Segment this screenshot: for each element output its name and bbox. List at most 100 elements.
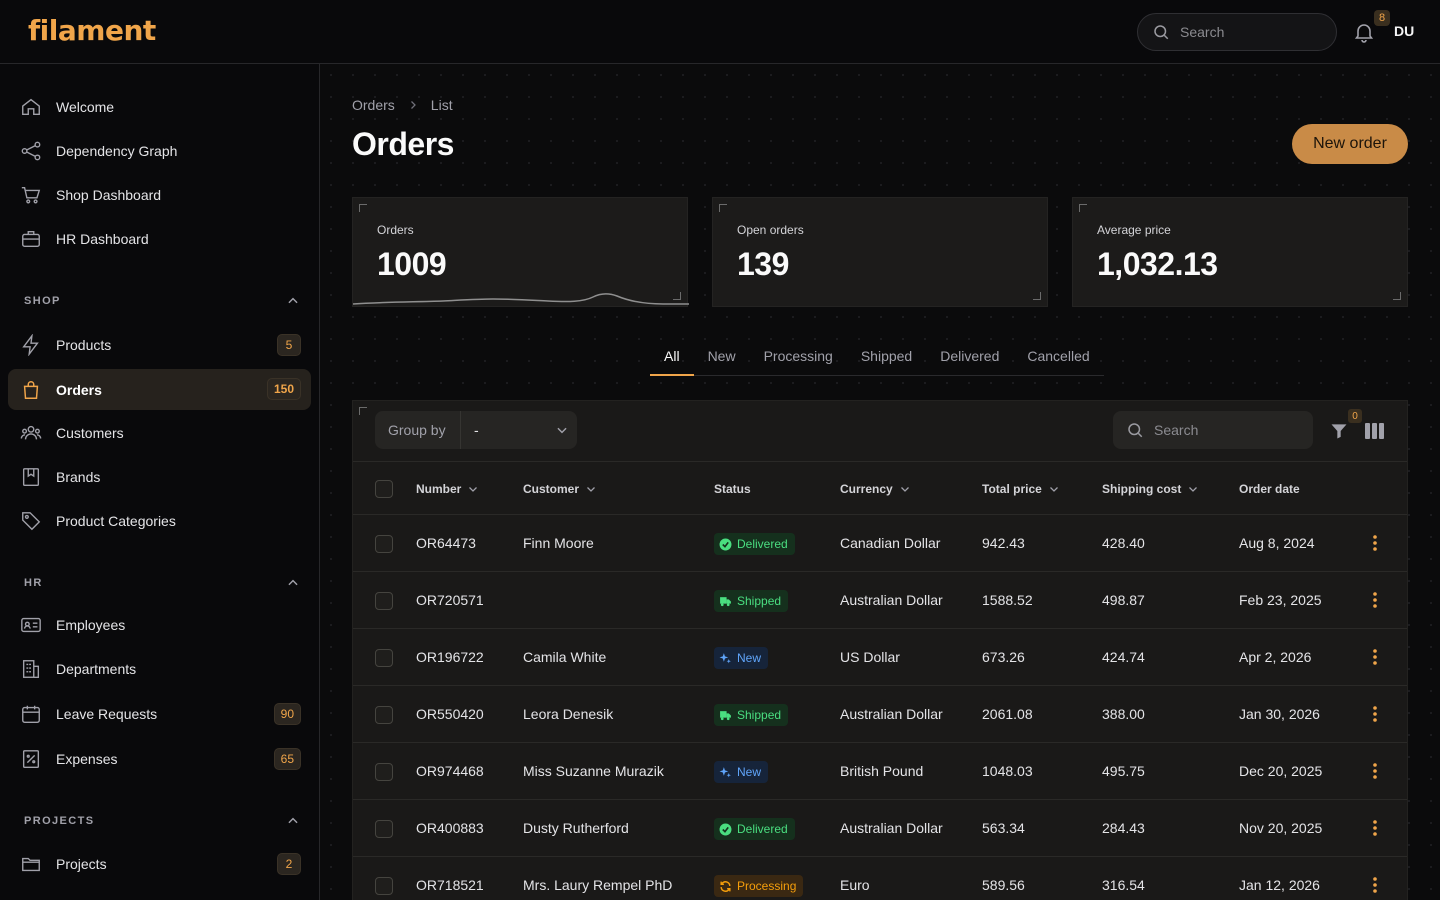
shipping-cost: 424.74 — [1102, 649, 1145, 665]
status-label: Shipped — [737, 594, 782, 608]
sidebar-item-hr-dashboard[interactable]: HR Dashboard — [8, 219, 311, 259]
shipping-cost: 495.75 — [1102, 763, 1145, 779]
status-badge: Processing — [714, 875, 804, 897]
sidebar-item-products[interactable]: Products 5 — [8, 325, 311, 365]
row-checkbox[interactable] — [375, 706, 393, 724]
order-date: Aug 8, 2024 — [1239, 535, 1315, 551]
sidebar-item-shop-dashboard[interactable]: Shop Dashboard — [8, 175, 311, 215]
sidebar-item-brands[interactable]: Brands — [8, 457, 311, 497]
corner-decoration — [673, 292, 681, 300]
table-search-input[interactable] — [1154, 422, 1294, 438]
sidebar-item-label: Dependency Graph — [56, 143, 178, 159]
currency: Australian Dollar — [840, 592, 943, 608]
tab-processing[interactable]: Processing — [763, 348, 833, 364]
more-vertical-icon[interactable] — [1373, 762, 1377, 780]
column-total-price[interactable]: Total price — [982, 482, 1060, 496]
sidebar-item-label: HR Dashboard — [56, 231, 149, 247]
row-checkbox[interactable] — [375, 649, 393, 667]
order-number: OR196722 — [416, 649, 484, 665]
tab-new[interactable]: New — [707, 348, 736, 364]
tab-shipped[interactable]: Shipped — [860, 348, 913, 364]
column-number[interactable]: Number — [416, 482, 479, 496]
chevron-up-icon[interactable] — [286, 294, 300, 308]
users-icon — [20, 422, 42, 444]
more-vertical-icon[interactable] — [1373, 705, 1377, 723]
order-number: OR400883 — [416, 820, 484, 836]
chevron-down-icon[interactable] — [547, 423, 577, 437]
chevron-up-icon[interactable] — [286, 576, 300, 590]
user-avatar[interactable]: DU — [1394, 23, 1415, 39]
chevron-up-icon[interactable] — [286, 814, 300, 828]
table-row[interactable]: OR974468 Miss Suzanne Murazik New British P… — [353, 743, 1407, 800]
table-row[interactable]: OR196722 Camila White New US Dollar 673.26 42… — [353, 629, 1407, 686]
table-row[interactable]: OR718521 Mrs. Laury Rempel PhD Processing E… — [353, 857, 1407, 900]
sidebar-item-label: Departments — [56, 661, 137, 677]
app-logo[interactable]: filament — [28, 14, 156, 47]
filter-icon[interactable] — [1329, 421, 1349, 441]
sidebar-item-dependency-graph[interactable]: Dependency Graph — [8, 131, 311, 171]
column-currency[interactable]: Currency — [840, 482, 911, 496]
row-checkbox[interactable] — [375, 592, 393, 610]
table-row[interactable]: OR64473 Finn Moore Delivered Canadian Dolla… — [353, 515, 1407, 572]
truck-icon — [720, 710, 731, 720]
row-checkbox[interactable] — [375, 877, 393, 895]
sidebar-item-departments[interactable]: Departments — [8, 649, 311, 689]
total-price: 1048.03 — [982, 763, 1033, 779]
sidebar-item-expenses[interactable]: Expenses 65 — [8, 739, 311, 779]
corner-decoration — [1033, 292, 1041, 300]
select-all-checkbox[interactable] — [375, 480, 393, 498]
count-badge: 150 — [266, 378, 301, 400]
row-checkbox[interactable] — [375, 535, 393, 553]
sidebar-item-employees[interactable]: Employees — [8, 605, 311, 645]
order-number: OR718521 — [416, 877, 484, 893]
sidebar-group-hr[interactable]: HR — [24, 573, 300, 593]
sidebar-group-label: HR — [24, 577, 43, 589]
sidebar-group-shop[interactable]: SHOP — [24, 291, 300, 311]
columns-icon[interactable] — [1365, 422, 1385, 440]
chevron-down-icon — [587, 487, 595, 492]
sidebar-item-orders[interactable]: Orders 150 — [8, 369, 311, 410]
stat-card-orders: Orders 1009 — [352, 197, 689, 307]
table-row[interactable]: OR720571 Shipped Australian Dollar 1588.52 4… — [353, 572, 1407, 629]
total-price: 673.26 — [982, 649, 1025, 665]
global-search[interactable] — [1137, 13, 1337, 51]
group-by-select[interactable]: Group by - — [375, 411, 577, 449]
sidebar-item-product-categories[interactable]: Product Categories — [8, 501, 311, 541]
tab-cancelled[interactable]: Cancelled — [1027, 348, 1090, 364]
more-vertical-icon[interactable] — [1373, 876, 1377, 894]
table-search[interactable] — [1113, 411, 1313, 449]
order-date: Apr 2, 2026 — [1239, 649, 1312, 665]
tab-all[interactable]: All — [650, 342, 694, 376]
column-shipping-cost[interactable]: Shipping cost — [1102, 482, 1199, 496]
sidebar-item-customers[interactable]: Customers — [8, 413, 311, 453]
table-row[interactable]: OR400883 Dusty Rutherford Delivered Austral… — [353, 800, 1407, 857]
more-vertical-icon[interactable] — [1373, 648, 1377, 666]
row-checkbox[interactable] — [375, 820, 393, 838]
sidebar-item-projects[interactable]: Projects 2 — [8, 844, 311, 884]
currency: Australian Dollar — [840, 820, 943, 836]
sidebar-item-welcome[interactable]: Welcome — [8, 87, 311, 127]
breadcrumb-item-orders[interactable]: Orders — [352, 97, 395, 113]
order-date: Jan 12, 2026 — [1239, 877, 1320, 893]
sidebar-item-label: Shop Dashboard — [56, 187, 162, 203]
more-vertical-icon[interactable] — [1373, 591, 1377, 609]
tab-delivered[interactable]: Delivered — [940, 348, 1000, 364]
status-badge: Delivered — [714, 818, 795, 840]
more-vertical-icon[interactable] — [1373, 819, 1377, 837]
column-label: Order date — [1239, 482, 1300, 496]
status-badge: New — [714, 761, 769, 783]
global-search-input[interactable] — [1180, 24, 1320, 40]
sidebar-item-label: Projects — [56, 856, 107, 872]
table-row[interactable]: OR550420 Leora Denesik Shipped Australian D… — [353, 686, 1407, 743]
currency: Australian Dollar — [840, 706, 943, 722]
order-number: OR64473 — [416, 535, 476, 551]
row-checkbox[interactable] — [375, 763, 393, 781]
more-vertical-icon[interactable] — [1373, 534, 1377, 552]
column-customer[interactable]: Customer — [523, 482, 597, 496]
order-date: Dec 20, 2025 — [1239, 763, 1323, 779]
sidebar-group-projects[interactable]: PROJECTS — [24, 811, 300, 831]
bell-icon[interactable] — [1352, 20, 1376, 44]
sidebar-item-leave-requests[interactable]: Leave Requests 90 — [8, 694, 311, 734]
group-by-value[interactable]: - — [474, 422, 479, 438]
new-order-button[interactable]: New order — [1292, 124, 1408, 164]
